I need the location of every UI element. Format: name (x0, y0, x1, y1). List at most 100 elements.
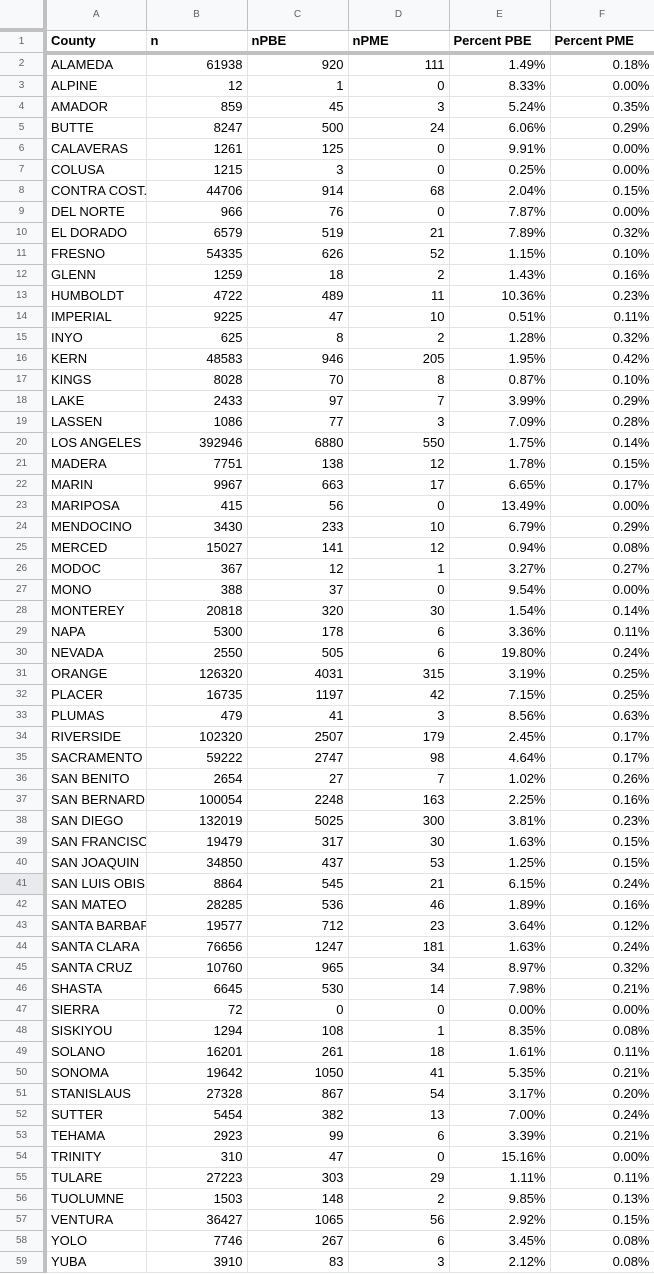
cell-npme[interactable]: 18 (348, 1041, 450, 1063)
cell-npbe[interactable]: 626 (247, 243, 349, 265)
cell-percent-pbe[interactable]: 6.06% (449, 117, 551, 139)
cell-npme[interactable]: 3 (348, 411, 450, 433)
cell-npbe[interactable]: 500 (247, 117, 349, 139)
cell-npme[interactable]: 0 (348, 579, 450, 601)
cell-npme[interactable]: 2 (348, 264, 450, 286)
cell-percent-pbe[interactable]: 7.00% (449, 1104, 551, 1126)
cell-n[interactable]: 966 (146, 201, 248, 223)
cell-percent-pbe[interactable]: 3.17% (449, 1083, 551, 1105)
row-number[interactable]: 25 (0, 537, 47, 559)
cell-npbe[interactable]: 125 (247, 138, 349, 160)
cell-percent-pme[interactable]: 0.11% (550, 306, 654, 328)
cell-county[interactable]: SAN JOAQUIN (45, 852, 147, 874)
cell-percent-pme[interactable]: 0.00% (550, 75, 654, 97)
cell-county[interactable]: LAKE (45, 390, 147, 412)
column-header-a[interactable]: A (45, 0, 147, 31)
cell-npme[interactable]: 2 (348, 1188, 450, 1210)
cell-percent-pme[interactable]: 0.00% (550, 495, 654, 517)
cell-npbe[interactable]: 317 (247, 831, 349, 853)
row-number[interactable]: 33 (0, 705, 47, 727)
cell-percent-pbe[interactable]: 8.35% (449, 1020, 551, 1042)
cell-county[interactable]: MENDOCINO (45, 516, 147, 538)
cell-npme[interactable]: 68 (348, 180, 450, 202)
row-number[interactable]: 53 (0, 1125, 47, 1147)
cell-percent-pbe[interactable]: 1.95% (449, 348, 551, 370)
cell-npbe[interactable]: 320 (247, 600, 349, 622)
cell-county[interactable]: IMPERIAL (45, 306, 147, 328)
cell-percent-pbe[interactable]: 7.98% (449, 978, 551, 1000)
cell-percent-pme[interactable]: 0.16% (550, 894, 654, 916)
cell-npme[interactable]: 6 (348, 642, 450, 664)
cell-npbe[interactable]: 1050 (247, 1062, 349, 1084)
cell-npme[interactable]: 181 (348, 936, 450, 958)
cell-percent-pbe[interactable]: 1.15% (449, 243, 551, 265)
cell-npme[interactable]: 30 (348, 600, 450, 622)
row-number[interactable]: 4 (0, 96, 47, 118)
cell-npbe[interactable]: 536 (247, 894, 349, 916)
header-cell-percent-pme[interactable]: Percent PME (550, 30, 654, 55)
cell-npme[interactable]: 21 (348, 222, 450, 244)
row-number[interactable]: 15 (0, 327, 47, 349)
cell-npbe[interactable]: 545 (247, 873, 349, 895)
cell-percent-pbe[interactable]: 1.61% (449, 1041, 551, 1063)
cell-percent-pme[interactable]: 0.32% (550, 327, 654, 349)
cell-percent-pme[interactable]: 0.08% (550, 1230, 654, 1252)
cell-npme[interactable]: 1 (348, 1020, 450, 1042)
cell-npme[interactable]: 98 (348, 747, 450, 769)
cell-county[interactable]: SOLANO (45, 1041, 147, 1063)
cell-n[interactable]: 19642 (146, 1062, 248, 1084)
cell-n[interactable]: 16201 (146, 1041, 248, 1063)
cell-npme[interactable]: 0 (348, 495, 450, 517)
cell-n[interactable]: 16735 (146, 684, 248, 706)
cell-npbe[interactable]: 70 (247, 369, 349, 391)
row-number[interactable]: 44 (0, 936, 47, 958)
cell-npme[interactable]: 163 (348, 789, 450, 811)
cell-percent-pbe[interactable]: 3.39% (449, 1125, 551, 1147)
cell-percent-pbe[interactable]: 5.24% (449, 96, 551, 118)
cell-percent-pbe[interactable]: 1.54% (449, 600, 551, 622)
cell-county[interactable]: SAN MATEO (45, 894, 147, 916)
row-number[interactable]: 57 (0, 1209, 47, 1231)
cell-percent-pbe[interactable]: 3.81% (449, 810, 551, 832)
cell-npme[interactable]: 30 (348, 831, 450, 853)
cell-n[interactable]: 2550 (146, 642, 248, 664)
cell-npme[interactable]: 179 (348, 726, 450, 748)
cell-npbe[interactable]: 303 (247, 1167, 349, 1189)
cell-county[interactable]: PLUMAS (45, 705, 147, 727)
cell-npme[interactable]: 12 (348, 537, 450, 559)
cell-percent-pbe[interactable]: 1.28% (449, 327, 551, 349)
cell-percent-pbe[interactable]: 3.45% (449, 1230, 551, 1252)
row-number[interactable]: 7 (0, 159, 47, 181)
cell-county[interactable]: MONTEREY (45, 600, 147, 622)
row-number[interactable]: 22 (0, 474, 47, 496)
cell-npme[interactable]: 10 (348, 516, 450, 538)
cell-percent-pbe[interactable]: 6.65% (449, 474, 551, 496)
cell-n[interactable]: 625 (146, 327, 248, 349)
cell-county[interactable]: SANTA CRUZ (45, 957, 147, 979)
cell-county[interactable]: SONOMA (45, 1062, 147, 1084)
row-number[interactable]: 31 (0, 663, 47, 685)
cell-percent-pme[interactable]: 0.00% (550, 159, 654, 181)
cell-n[interactable]: 5454 (146, 1104, 248, 1126)
cell-county[interactable]: YOLO (45, 1230, 147, 1252)
cell-npme[interactable]: 205 (348, 348, 450, 370)
cell-county[interactable]: TRINITY (45, 1146, 147, 1168)
cell-npbe[interactable]: 77 (247, 411, 349, 433)
cell-npme[interactable]: 10 (348, 306, 450, 328)
cell-n[interactable]: 2654 (146, 768, 248, 790)
cell-npbe[interactable]: 530 (247, 978, 349, 1000)
cell-percent-pme[interactable]: 0.11% (550, 621, 654, 643)
cell-percent-pme[interactable]: 0.08% (550, 1251, 654, 1273)
cell-county[interactable]: SACRAMENTO (45, 747, 147, 769)
cell-county[interactable]: KINGS (45, 369, 147, 391)
cell-county[interactable]: COLUSA (45, 159, 147, 181)
row-number[interactable]: 12 (0, 264, 47, 286)
cell-npme[interactable]: 6 (348, 621, 450, 643)
cell-npbe[interactable]: 47 (247, 1146, 349, 1168)
cell-percent-pbe[interactable]: 1.63% (449, 831, 551, 853)
row-number[interactable]: 39 (0, 831, 47, 853)
cell-npbe[interactable]: 965 (247, 957, 349, 979)
cell-percent-pbe[interactable]: 0.25% (449, 159, 551, 181)
row-number[interactable]: 46 (0, 978, 47, 1000)
cell-n[interactable]: 54335 (146, 243, 248, 265)
